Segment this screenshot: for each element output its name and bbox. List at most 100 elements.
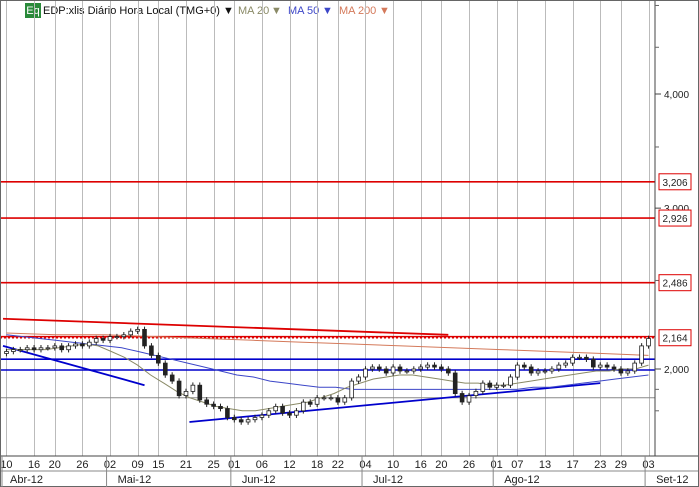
candle-body (376, 366, 382, 370)
candle-body (128, 330, 134, 336)
candle-body (197, 384, 203, 401)
candle-body (383, 368, 389, 374)
candle-body (411, 368, 417, 372)
candle-body (24, 347, 30, 351)
candle-body (356, 376, 361, 382)
candle-body (349, 380, 354, 399)
candle-body (452, 372, 458, 395)
ma20-dropdown-icon[interactable]: ▼ (271, 5, 282, 17)
candle-body (480, 382, 486, 392)
candle-body (577, 356, 582, 359)
symbol-dropdown-icon[interactable]: ▼ (223, 5, 234, 17)
date-tick-label: 21 (180, 459, 192, 471)
date-tick-label: 20 (49, 459, 61, 471)
candle-body (570, 356, 575, 364)
ma200-line (6, 332, 649, 356)
candle-body (218, 405, 223, 409)
ma20-line (6, 343, 649, 412)
candle-body (225, 408, 230, 418)
candle-body (508, 376, 513, 386)
candle-body (584, 356, 589, 360)
candle-body (59, 345, 64, 351)
candle-body (300, 401, 306, 412)
candle-body (487, 382, 493, 388)
candle-body (273, 405, 278, 412)
candle-body (183, 390, 189, 396)
candle-body (432, 364, 437, 368)
blue-trend-line (2, 345, 145, 387)
candle-body (397, 366, 403, 372)
price-label-text: 3,206 (662, 178, 687, 189)
ma200-dropdown-icon[interactable]: ▼ (379, 5, 390, 17)
month-label: Abr-12 (10, 474, 43, 486)
date-tick-label: 26 (463, 459, 475, 471)
candle-body (404, 370, 410, 373)
symbol-title: EDP:xlis Diário Hora Local (TMG+0) (43, 5, 220, 17)
month-label: Set-12 (656, 474, 688, 486)
red-trend-line (2, 317, 449, 336)
candle-body (162, 362, 168, 376)
time-axis: 10 16 20 26 02 09 15 21 25 01 06 12 18 22 04 10 16 20 26 01… (0, 456, 689, 487)
candle-body (259, 414, 265, 418)
candle-body (190, 384, 196, 392)
candle-body (38, 347, 44, 351)
candle-body (307, 401, 313, 405)
candle-body (294, 410, 299, 416)
levels-layer (0, 180, 655, 423)
month-label: Mai-12 (118, 474, 152, 486)
candle-body (17, 349, 23, 352)
candle-body (563, 362, 568, 366)
candle-body (494, 384, 499, 388)
candle-body (466, 395, 472, 403)
candle-body (314, 397, 320, 405)
date-tick-label: 15 (152, 459, 164, 471)
candle-body (121, 334, 127, 337)
candle-body (245, 419, 251, 423)
candle-body (618, 368, 624, 374)
price-labels: 3,206 2,926 2,486 2,164 (658, 173, 692, 347)
date-tick-label: 22 (332, 459, 344, 471)
candle-body (335, 397, 341, 403)
candle-body (639, 345, 644, 364)
date-tick-label: 01 (228, 459, 240, 471)
ma20-label[interactable]: MA 20 (238, 5, 269, 17)
date-tick-label: 07 (511, 459, 523, 471)
candle-body (266, 410, 272, 416)
candle-body (611, 366, 617, 370)
candle-body (11, 349, 16, 352)
price-label-text: 2,486 (662, 279, 687, 290)
candle-body (370, 366, 375, 370)
date-tick-label: 26 (76, 459, 88, 471)
date-tick-label: 06 (256, 459, 268, 471)
date-tick-label: 17 (566, 459, 578, 471)
date-tick-label: 03 (642, 459, 654, 471)
candle-body (501, 384, 506, 387)
ma50-label[interactable]: MA 50 (288, 5, 319, 17)
date-tick-label: 01 (491, 459, 503, 471)
candle-body (45, 347, 51, 350)
candle-body (528, 366, 534, 374)
candle-body (73, 343, 78, 347)
ma50-dropdown-icon[interactable]: ▼ (322, 5, 333, 17)
candle-body (445, 368, 451, 374)
candle-body (155, 354, 161, 364)
price-label-box (658, 209, 692, 227)
month-label: Ago-12 (504, 474, 539, 486)
equity-badge (25, 3, 41, 18)
date-tick-label: 23 (594, 459, 606, 471)
candle-body (556, 364, 562, 370)
date-tick-label: 12 (283, 459, 295, 471)
price-label-box (658, 329, 692, 347)
candle-body (604, 364, 610, 368)
date-tick-label: 25 (207, 459, 219, 471)
date-tick-label: 02 (104, 459, 116, 471)
candle-body (280, 405, 285, 414)
candle-body (515, 364, 520, 378)
blue-trend-line (189, 382, 601, 423)
grid-layer (6, 0, 650, 456)
candle-body (93, 338, 99, 343)
ma200-label[interactable]: MA 200 (339, 5, 376, 17)
candle-body (542, 370, 548, 373)
